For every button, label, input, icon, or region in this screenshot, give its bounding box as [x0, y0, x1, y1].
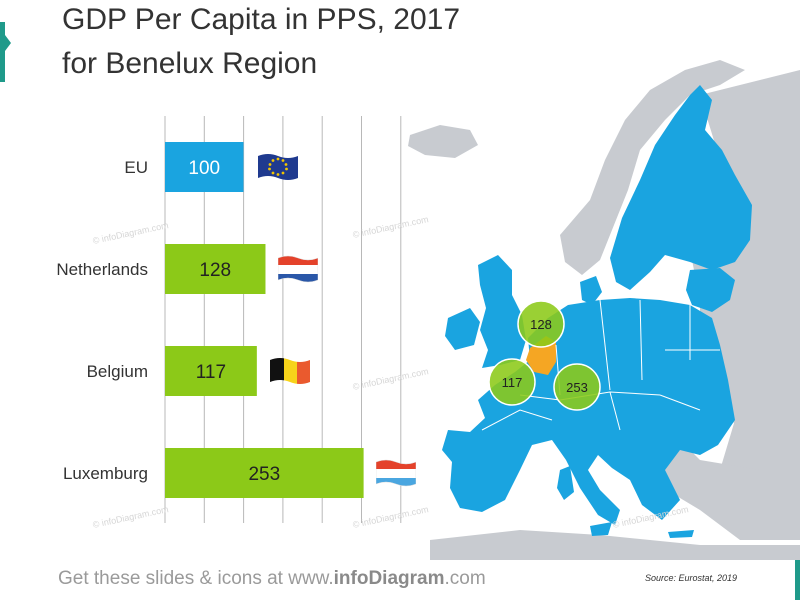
map-region-baltic-states — [686, 268, 735, 312]
eu-flag — [258, 154, 298, 180]
map-region-iceland — [408, 125, 478, 158]
bar-luxemburg — [165, 448, 364, 498]
footer-promo: Get these slides & icons at www.infoDiag… — [58, 568, 486, 590]
map-region-ireland — [445, 308, 480, 350]
chart-bars — [165, 142, 364, 498]
footer-brand: infoDiagram — [333, 568, 445, 589]
map-region-crete — [668, 530, 694, 538]
category-label: Belgium — [87, 362, 148, 381]
category-label: EU — [124, 158, 148, 177]
map-region-corsica-sardinia — [557, 466, 574, 500]
chart-category-labels: EU Netherlands Belgium Luxemburg — [56, 158, 148, 483]
bar-netherlands — [165, 244, 266, 294]
map-region-fennoscandia — [610, 85, 752, 290]
value-label: 253 — [248, 464, 280, 485]
chart-value-labels: 100 128 117 253 — [188, 158, 280, 485]
chart-title-line2: for Benelux Region — [62, 47, 318, 80]
chart-title-line1: GDP Per Capita in PPS, 2017 — [62, 3, 460, 36]
map-region-uk — [478, 255, 526, 368]
bar-belgium — [165, 346, 257, 396]
map-region-continental-eu — [442, 298, 735, 525]
left-accent-bar — [0, 22, 5, 82]
left-accent-notch — [5, 35, 11, 51]
map-borders — [481, 299, 720, 431]
right-accent-bar — [795, 556, 800, 600]
map-bubble-luxemburg — [553, 363, 601, 411]
map-region-norway — [560, 60, 745, 275]
belgium-flag — [270, 358, 310, 384]
map-bubbles: 128 117 253 — [488, 300, 601, 411]
map-bubble-belgium — [488, 358, 536, 406]
map-bubble-netherlands — [517, 300, 565, 348]
value-label: 117 — [196, 362, 226, 383]
map-region-north-africa — [430, 530, 800, 560]
map-region-denmark — [580, 276, 602, 305]
category-label: Netherlands — [56, 260, 148, 279]
europe-map — [408, 60, 800, 560]
map-bubble-label: 117 — [502, 375, 523, 390]
value-label: 128 — [199, 260, 231, 281]
map-bubble-label: 128 — [530, 317, 552, 332]
category-label: Luxemburg — [63, 464, 148, 483]
chart-canvas: EU Netherlands Belgium Luxemburg 100 128 117 2… — [56, 60, 800, 560]
map-region-sicily — [590, 522, 612, 536]
footer-prefix: Get these slides & icons at www. — [58, 568, 334, 589]
luxembourg-flag — [376, 459, 416, 487]
netherlands-flag — [278, 255, 318, 283]
value-label: 100 — [188, 158, 220, 179]
map-bubble-label: 253 — [566, 380, 588, 395]
source-note: Source: Eurostat, 2019 — [645, 573, 738, 583]
bar-eu — [165, 142, 244, 192]
map-region-balkans-turkey — [640, 440, 800, 540]
footer-suffix: .com — [444, 568, 486, 589]
